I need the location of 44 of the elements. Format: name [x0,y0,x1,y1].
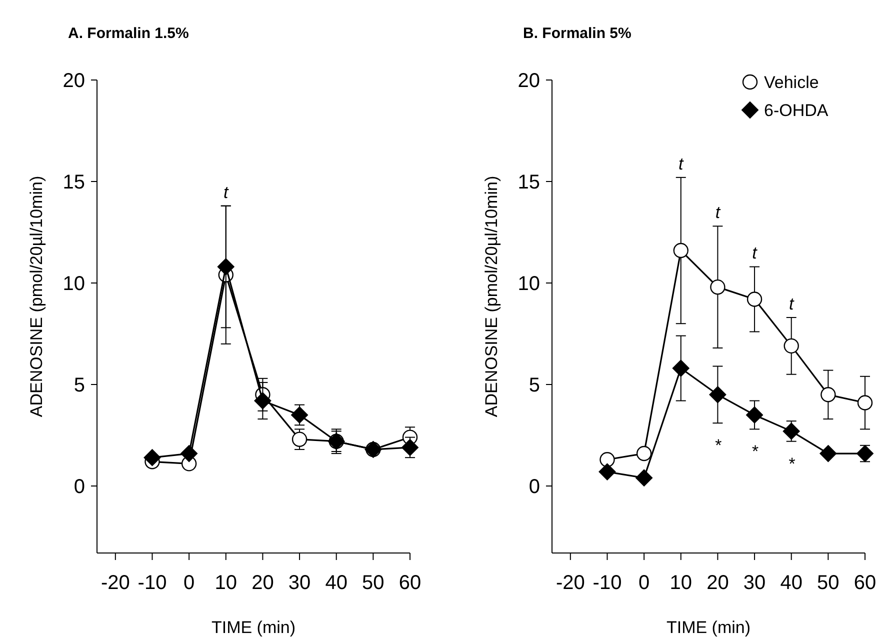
x-tick-label: -20 [556,572,585,594]
x-tick-label: 10 [214,572,238,594]
x-tick-label: 30 [288,572,311,594]
x-tick-label: -10 [138,572,167,594]
x-tick-label: 50 [362,572,384,594]
x-tick-label: 60 [398,572,422,594]
x-tick-label: 20 [706,572,729,594]
x-axis-title: TIME (min) [666,618,751,637]
y-tick-label: 10 [62,273,85,296]
annotation: * [788,454,796,474]
y-tick-label: 5 [74,374,85,397]
chart-title: A. Formalin 1.5% [68,25,189,42]
x-tick-label: 10 [670,572,692,594]
x-tick-label: 0 [183,572,195,594]
y-tick-label: 15 [62,172,85,194]
y-tick-label: 20 [518,70,540,92]
x-tick-label: 20 [252,572,274,594]
y-axis-title: ADENOSINE (pmol/20µl/10min) [482,176,501,418]
y-tick-label: 15 [518,172,540,194]
x-tick-label: 30 [743,572,766,594]
legend-label: Vehicle [764,72,819,92]
annotation: t [678,154,685,174]
annotation: * [751,442,760,462]
y-tick-label: 0 [528,476,540,498]
x-tick-label: -20 [100,572,130,594]
x-tick-label: 50 [817,572,840,594]
y-axis-title: ADENOSINE (pmol/20µl/10min) [27,176,46,418]
annotation: t [752,244,758,263]
annotation: t [715,203,722,222]
legend-label: 6-OHDA [764,100,829,120]
annotation: t [224,182,230,202]
y-tick-label: 5 [528,374,540,397]
annotation: * [714,436,722,456]
x-tick-label: 40 [780,572,802,594]
x-axis-title: TIME (min) [211,618,296,637]
annotation: t [788,294,795,314]
y-tick-label: 20 [62,70,85,92]
x-tick-label: 60 [854,572,876,594]
x-tick-label: 0 [638,572,650,594]
x-tick-label: -10 [592,572,622,594]
chart-title: B. Formalin 5% [523,25,632,42]
y-tick-label: 10 [518,273,540,296]
y-tick-label: 0 [74,476,85,498]
x-tick-label: 40 [325,572,348,594]
